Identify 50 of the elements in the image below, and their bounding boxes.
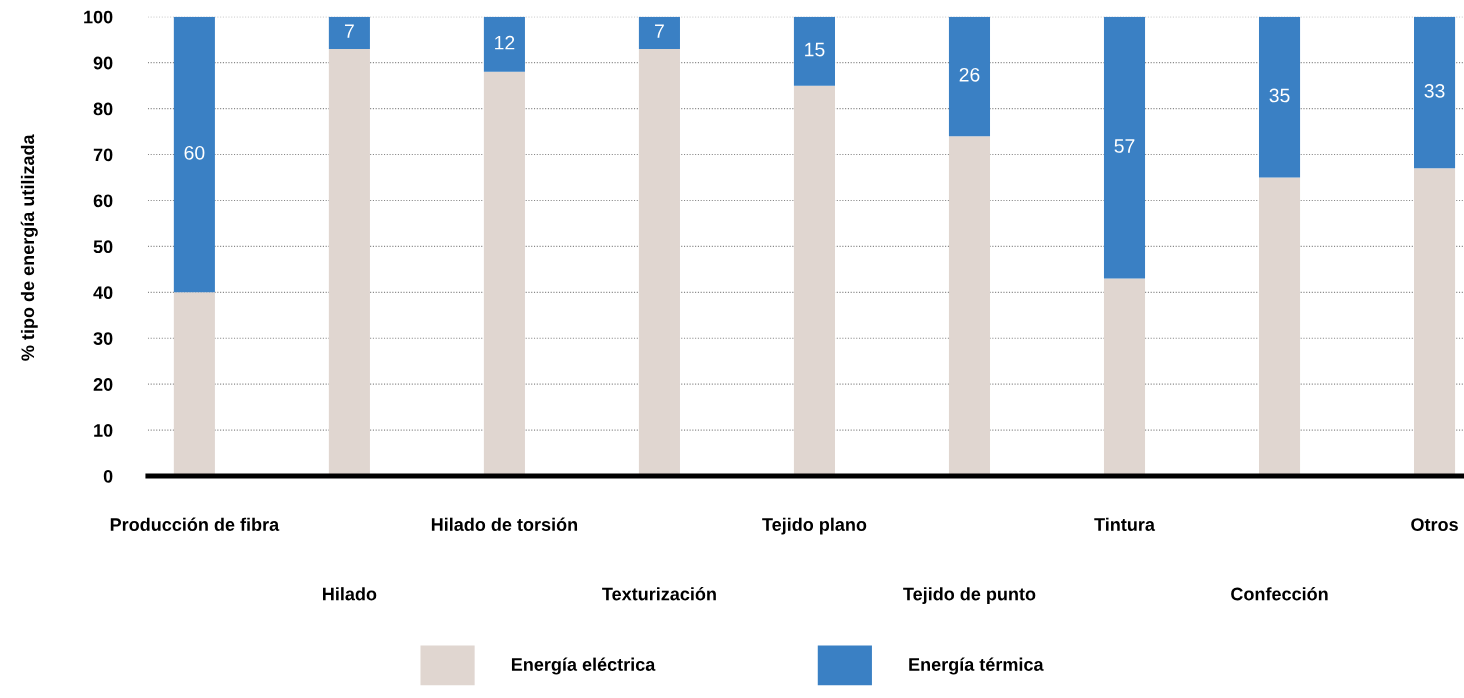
y-tick-label: 50 [93, 240, 113, 254]
y-tick-label: 60 [93, 194, 113, 208]
bar [173, 292, 215, 477]
y-tick-label: 40 [93, 286, 113, 300]
bar [793, 16, 835, 86]
x-tick-label: Tintura [1094, 517, 1156, 531]
bar [948, 16, 991, 137]
x-tick-label: Otros [1411, 518, 1458, 531]
y-tick-label: 0 [103, 469, 113, 483]
bar [483, 71, 525, 477]
data-label: 15 [805, 42, 825, 57]
data-label: 33 [1424, 83, 1445, 98]
bar [1414, 168, 1456, 477]
bar [173, 16, 215, 293]
bar [1103, 278, 1146, 477]
y-tick-label: 70 [93, 148, 113, 162]
y-tick-label: 100 [84, 10, 113, 24]
bar [1258, 16, 1301, 178]
data-label: 7 [344, 24, 354, 38]
data-label: 12 [495, 35, 515, 50]
x-tick-label: Tejido de punto [903, 587, 1036, 604]
x-tick-label: Hilado de torsión [431, 517, 578, 531]
bar [638, 48, 680, 477]
bar [793, 85, 835, 477]
data-label: 35 [1269, 88, 1290, 103]
x-tick-label: Producción de fibra [110, 517, 280, 531]
y-tick-label: 90 [93, 56, 113, 70]
bar [328, 48, 370, 477]
data-label: 7 [655, 24, 664, 38]
y-tick-label: 30 [93, 332, 113, 345]
y-tick-label: 80 [93, 102, 113, 116]
x-tick-label: Tejido plano [762, 517, 867, 535]
x-tick-label: Texturización [602, 586, 716, 601]
y-tick-label: 20 [93, 378, 113, 391]
bar [483, 16, 525, 72]
bar [1258, 177, 1301, 477]
y-tick-label: 10 [94, 424, 113, 437]
bar [1414, 16, 1456, 169]
data-label: 57 [1114, 139, 1135, 153]
data-label: 26 [959, 67, 980, 82]
bar [948, 136, 991, 477]
legend-label: Energía eléctrica [511, 657, 656, 675]
data-label: 60 [184, 145, 205, 160]
bar [328, 16, 370, 49]
x-tick-label: Hilado [323, 587, 377, 601]
bar [1103, 16, 1146, 279]
bar [638, 16, 680, 49]
y-axis-title: % tipo de energía utilizada [20, 134, 38, 361]
legend-label: Energía térmica [909, 657, 1044, 675]
x-tick-label: Confección [1231, 586, 1328, 601]
